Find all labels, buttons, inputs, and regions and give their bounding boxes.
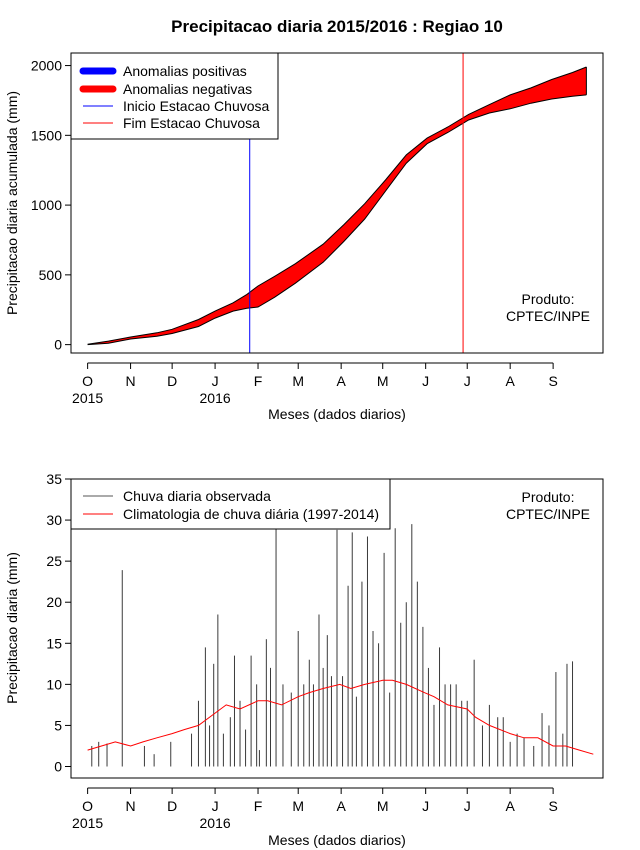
y-tick-label: 35: [46, 471, 62, 487]
bottom-x-axis-label: Meses (dados diarios): [268, 832, 406, 848]
bottom-annotation-line-1: Produto:: [522, 489, 575, 505]
y-tick-label: 2000: [31, 58, 62, 74]
x-tick-label-month: N: [126, 798, 136, 814]
y-tick-label: 1000: [31, 197, 62, 213]
x-tick-label-year: 2016: [200, 815, 231, 831]
x-tick-label-month: D: [167, 798, 177, 814]
top-annotation-line-2: CPTEC/INPE: [506, 308, 590, 324]
x-tick-label-month: M: [292, 798, 304, 814]
x-tick-label-month: M: [377, 798, 389, 814]
x-tick-label-month: A: [506, 373, 516, 389]
legend-label-climatology: Climatologia de chuva diária (1997-2014): [123, 506, 379, 522]
top-plot-area: [87, 53, 587, 353]
x-tick-label-month: F: [254, 373, 263, 389]
top-panel-accumulated-chart: Precipitacao diaria 2015/2016 : Regiao 1…: [4, 17, 604, 422]
top-legend-box: [70, 52, 279, 140]
y-tick-label: 5: [54, 717, 62, 733]
y-tick-label: 0: [54, 337, 62, 353]
x-tick-label-month: N: [126, 373, 136, 389]
y-tick-label: 10: [46, 676, 62, 692]
x-tick-label-month: S: [548, 798, 557, 814]
x-tick-label-month: F: [254, 798, 263, 814]
bottom-plot-area: [87, 524, 594, 767]
x-tick-label-month: S: [548, 373, 557, 389]
x-tick-label-month: M: [377, 373, 389, 389]
y-tick-label: 20: [46, 594, 62, 610]
y-tick-label: 0: [54, 759, 62, 775]
y-tick-label: 1500: [31, 127, 62, 143]
top-x-axis: O N D J F M A M J J A S 2015 2016: [72, 362, 558, 406]
legend-label-season-start: Inicio Estacao Chuvosa: [123, 98, 270, 114]
x-tick-label-year: 2015: [72, 815, 103, 831]
x-tick-label-month: O: [82, 373, 93, 389]
bottom-y-axis: 0 5 10 15 20 25 30 35: [46, 471, 72, 775]
bottom-y-axis-label: Precipitacao diaria (mm): [4, 552, 20, 704]
x-tick-label-month: A: [506, 798, 516, 814]
negative-anomaly-area: [87, 67, 587, 345]
legend-label-negative: Anomalias negativas: [123, 81, 252, 97]
y-tick-label: 500: [39, 267, 63, 283]
x-tick-label-month: J: [464, 798, 471, 814]
y-tick-label: 15: [46, 635, 62, 651]
legend-label-season-end: Fim Estacao Chuvosa: [123, 115, 260, 131]
bottom-x-axis: O N D J F M A M J J A S 2015 2016: [72, 787, 558, 831]
x-tick-label-month: M: [292, 373, 304, 389]
legend-label-observed-rain: Chuva diaria observada: [123, 488, 271, 504]
bottom-legend-box: [70, 478, 391, 530]
x-tick-label-month: J: [212, 798, 219, 814]
x-tick-label-month: J: [464, 373, 471, 389]
x-tick-label-month: D: [167, 373, 177, 389]
top-y-axis-label: Precipitacao diaria acumulada (mm): [4, 91, 20, 315]
top-y-axis: 0 500 1000 1500 2000: [31, 58, 72, 353]
observed-accumulated-line: [87, 94, 587, 346]
y-tick-label: 25: [46, 553, 62, 569]
x-tick-label-month: A: [336, 798, 346, 814]
climatology-accumulated-line: [87, 66, 587, 345]
top-legend: Anomalias positivas Anomalias negativas …: [70, 52, 279, 140]
x-tick-label-year: 2016: [200, 390, 231, 406]
x-tick-label-month: A: [336, 373, 346, 389]
top-annotation-line-1: Produto:: [522, 291, 575, 307]
x-tick-label-month: O: [82, 798, 93, 814]
x-tick-label-month: J: [422, 798, 429, 814]
x-tick-label-year: 2015: [72, 390, 103, 406]
x-tick-label-month: J: [422, 373, 429, 389]
climatology-daily-line: [87, 679, 594, 755]
bottom-annotation-line-2: CPTEC/INPE: [506, 506, 590, 522]
legend-label-positive: Anomalias positivas: [123, 63, 247, 79]
top-x-axis-label: Meses (dados diarios): [268, 406, 406, 422]
bottom-panel-daily-chart: 0 5 10 15 20 25 30 35 O N D J F M A M J J A S 2015 2016 Mese…: [4, 471, 604, 848]
top-chart-title: Precipitacao diaria 2015/2016 : Regiao 1…: [171, 17, 503, 36]
x-tick-label-month: J: [212, 373, 219, 389]
bottom-legend: Chuva diaria observada Climatologia de c…: [70, 478, 391, 530]
y-tick-label: 30: [46, 512, 62, 528]
